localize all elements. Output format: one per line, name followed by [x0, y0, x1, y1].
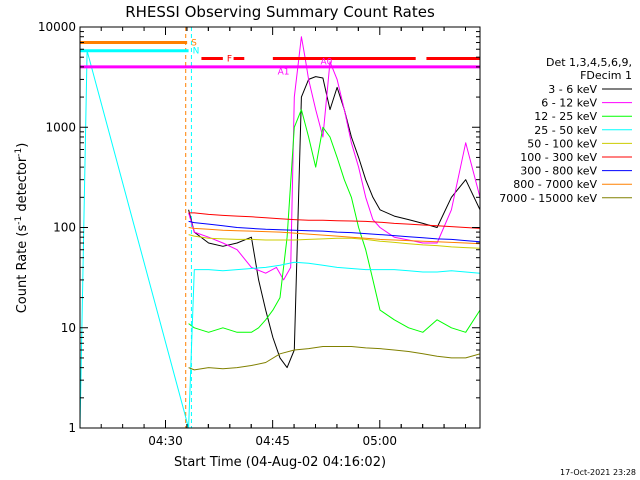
flag-label-S: S [191, 39, 197, 49]
legend-label: 25 - 50 keV [534, 124, 597, 137]
legend-label: 7000 - 15000 keV [499, 192, 597, 205]
x-axis-label: Start Time (04-Aug-02 04:16:02) [174, 455, 386, 470]
y-tick-label: 10 [61, 321, 76, 335]
attenuator-label: A1 [278, 68, 290, 78]
legend-label: 3 - 6 keV [548, 83, 597, 96]
flag-label-F: F [227, 55, 232, 65]
y-tick-label: 1000 [45, 120, 76, 134]
y-tick-label: 100 [53, 221, 76, 235]
chart-title: RHESSI Observing Summary Count Rates [125, 3, 435, 21]
series-line-7000-15000-keV [188, 346, 480, 371]
y-tick-label: 10000 [38, 20, 76, 34]
legend-header-1: Det 1,3,4,5,6,9, [546, 56, 632, 69]
series-line-50-100-keV [188, 234, 480, 249]
x-tick-label: 04:45 [255, 434, 290, 448]
legend-label: 12 - 25 keV [534, 110, 597, 123]
attenuator-label: A0 [320, 57, 332, 67]
series-line-100-300-keV [188, 212, 480, 229]
series-line-12-25-keV [188, 109, 480, 333]
legend-label: 6 - 12 keV [541, 97, 597, 110]
series-line-25-50-keV [80, 50, 480, 428]
footer-timestamp: 17-Oct-2021 23:28 [560, 468, 636, 477]
y-axis-label: Count Rate (s-1 detector-1) [14, 143, 30, 314]
legend-label: 800 - 7000 keV [513, 178, 597, 191]
series-line-800-7000-keV [188, 227, 480, 245]
legend-header-2: FDecim 1 [580, 69, 632, 82]
x-tick-label: 04:30 [148, 434, 183, 448]
legend-label: 100 - 300 keV [520, 151, 597, 164]
flag-label-N: N [193, 47, 200, 57]
legend-label: 50 - 100 keV [527, 137, 597, 150]
x-tick-label: 05:00 [362, 434, 397, 448]
legend-label: 300 - 800 keV [520, 165, 597, 178]
y-tick-label: 1 [68, 421, 76, 435]
series-line-300-800-keV [188, 220, 480, 243]
series-line-3-6-keV [188, 76, 480, 369]
